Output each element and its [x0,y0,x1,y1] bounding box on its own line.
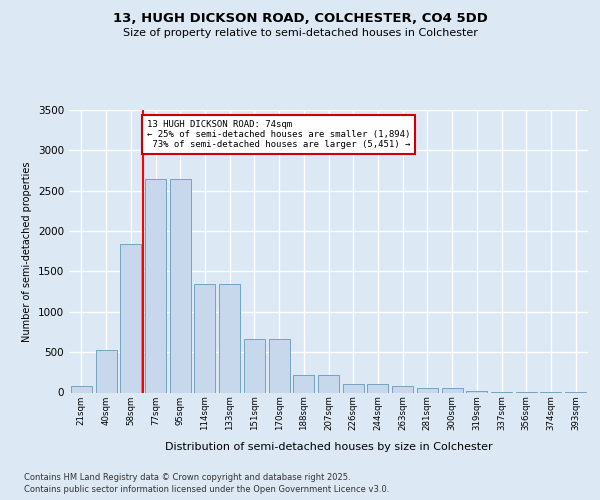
Bar [120,244,141,392]
Bar [417,388,438,392]
Text: 13 HUGH DICKSON ROAD: 74sqm
← 25% of semi-detached houses are smaller (1,894)
 7: 13 HUGH DICKSON ROAD: 74sqm ← 25% of sem… [147,120,410,150]
Bar [170,178,191,392]
Bar [343,384,364,392]
Bar [318,374,339,392]
Bar [194,284,215,393]
Text: Size of property relative to semi-detached houses in Colchester: Size of property relative to semi-detach… [122,28,478,38]
Y-axis label: Number of semi-detached properties: Number of semi-detached properties [22,161,32,342]
Text: Contains HM Land Registry data © Crown copyright and database right 2025.: Contains HM Land Registry data © Crown c… [24,472,350,482]
Bar [244,339,265,392]
Text: Contains public sector information licensed under the Open Government Licence v3: Contains public sector information licen… [24,485,389,494]
Text: Distribution of semi-detached houses by size in Colchester: Distribution of semi-detached houses by … [165,442,493,452]
Bar [145,178,166,392]
Bar [95,350,116,393]
Bar [442,388,463,392]
Bar [392,386,413,392]
Bar [293,374,314,392]
Bar [219,284,240,393]
Bar [269,339,290,392]
Bar [367,384,388,392]
Bar [71,386,92,392]
Text: 13, HUGH DICKSON ROAD, COLCHESTER, CO4 5DD: 13, HUGH DICKSON ROAD, COLCHESTER, CO4 5… [113,12,487,26]
